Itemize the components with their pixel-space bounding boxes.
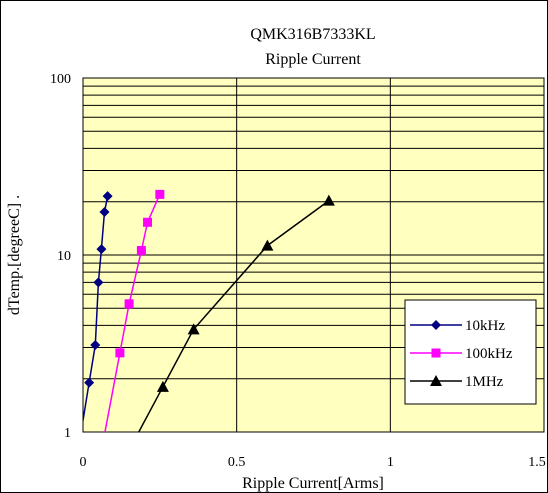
- x-tick-label: 0: [80, 455, 87, 470]
- data-point: [96, 244, 107, 255]
- legend-box: [404, 299, 537, 405]
- legend-marker: [431, 348, 441, 358]
- data-point: [322, 194, 335, 206]
- data-point: [156, 380, 169, 392]
- data-point: [99, 206, 110, 217]
- x-tick-label: 1: [387, 455, 394, 470]
- legend-marker: [430, 375, 442, 386]
- data-point: [187, 323, 200, 335]
- series-100kHz: [104, 189, 165, 432]
- y-tick-label: 10: [57, 249, 71, 264]
- data-point: [261, 239, 274, 251]
- data-point: [143, 217, 153, 227]
- chart-subtitle: Ripple Current: [265, 51, 361, 68]
- y-tick-label: 1: [64, 426, 71, 441]
- legend-label: 10kHz: [465, 318, 505, 334]
- x-tick-label: 1.5: [528, 455, 546, 470]
- series-10kHz: [83, 191, 113, 426]
- data-point: [124, 299, 134, 309]
- series-layer: [83, 189, 335, 432]
- legend-marker: [431, 320, 441, 330]
- data-point: [115, 348, 125, 358]
- series-1MHz: [137, 194, 335, 432]
- legend: 10kHz 100kHz 1MHz: [404, 299, 537, 405]
- y-axis-label: dTemp.[degreeC] .: [6, 195, 23, 315]
- grid: [82, 77, 545, 433]
- legend-label: 100kHz: [465, 346, 513, 362]
- data-point: [155, 189, 165, 199]
- data-point: [102, 191, 113, 202]
- tick-labels: 0 0.5 1 1.5 1 10 100: [50, 72, 546, 470]
- chart-title: QMK316B7333KL: [250, 26, 375, 43]
- legend-label: 1MHz: [465, 374, 504, 390]
- data-point: [93, 277, 104, 288]
- data-point: [90, 340, 101, 351]
- data-point: [84, 377, 95, 388]
- data-point: [136, 246, 146, 256]
- y-tick-label: 100: [50, 72, 71, 87]
- series-line: [104, 194, 161, 432]
- x-axis-label: Ripple Current[Arms]: [242, 475, 384, 492]
- x-tick-label: 0.5: [228, 455, 246, 470]
